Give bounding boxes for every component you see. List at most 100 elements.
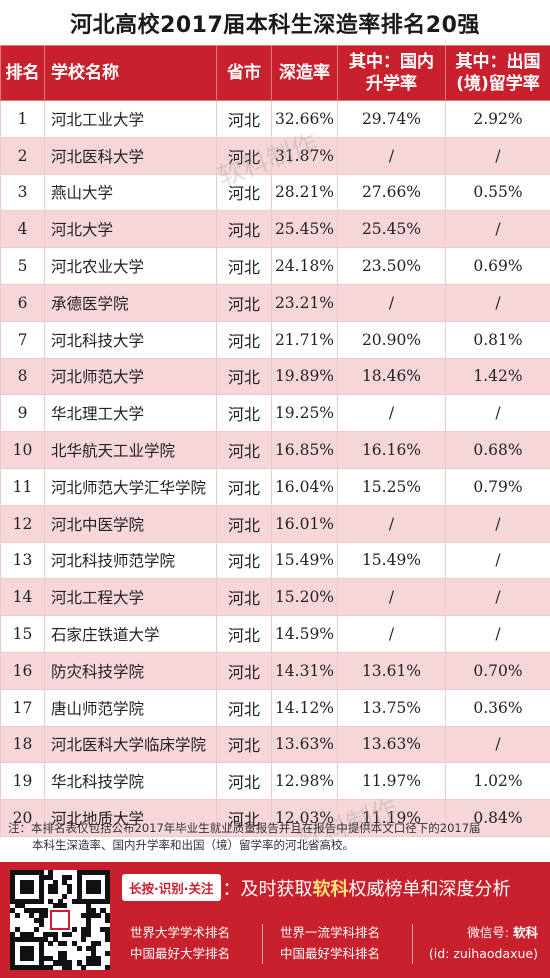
abroad-rate-cell: / xyxy=(446,616,550,653)
abroad-rate-cell: 0.69% xyxy=(446,248,550,285)
abroad-rate-cell: 1.42% xyxy=(446,358,550,395)
link-china-best-univ[interactable]: 中国最好大学排名 xyxy=(130,943,230,964)
wechat-label-row: 微信号: 软科 xyxy=(429,922,538,943)
school-name-cell: 华北科技学院 xyxy=(45,763,217,800)
abroad-rate-cell: 2.92% xyxy=(446,101,550,138)
qr-module xyxy=(10,894,15,899)
qr-module xyxy=(58,899,63,904)
qr-module xyxy=(10,875,15,880)
rank-cell: 10 xyxy=(1,432,45,469)
qr-module xyxy=(10,870,15,875)
abroad-rate-cell: / xyxy=(446,211,550,248)
qr-module xyxy=(34,899,39,904)
rank-cell: 11 xyxy=(1,468,45,505)
link-china-best-subject[interactable]: 中国最好学科排名 xyxy=(280,943,380,964)
qr-module xyxy=(91,880,96,885)
qr-module xyxy=(100,899,105,904)
domestic-rate-cell: 29.74% xyxy=(338,101,446,138)
province-cell: 河北 xyxy=(217,616,272,653)
qr-module xyxy=(24,889,29,894)
qr-module xyxy=(10,965,15,970)
qr-module xyxy=(10,956,15,961)
province-cell: 河北 xyxy=(217,321,272,358)
qr-module xyxy=(48,889,53,894)
qr-module xyxy=(43,956,48,961)
qr-code[interactable] xyxy=(10,870,110,970)
qr-module xyxy=(15,927,20,932)
rate-cell: 19.25% xyxy=(272,395,338,432)
rank-cell: 5 xyxy=(1,248,45,285)
links-col1: 世界大学学术排名 中国最好大学排名 xyxy=(130,922,230,964)
qr-module xyxy=(24,880,29,885)
footnote-line1: 注：本排名表仅包括公布2017年毕业生就业质量报告并且在报告中提供本文口径下的2… xyxy=(8,820,544,837)
domestic-rate-cell: 25.45% xyxy=(338,211,446,248)
qr-module xyxy=(39,889,44,894)
school-name-cell: 河北科技大学 xyxy=(45,321,217,358)
slogan-post: 权威榜单和深度分析 xyxy=(349,879,511,900)
qr-module xyxy=(58,960,63,965)
domestic-rate-cell: 15.25% xyxy=(338,468,446,505)
table-row: 8 河北师范大学 河北 19.89% 18.46% 1.42% xyxy=(1,358,550,395)
qr-module xyxy=(91,941,96,946)
domestic-rate-cell: / xyxy=(338,395,446,432)
qr-module xyxy=(81,899,86,904)
qr-module xyxy=(105,889,110,894)
qr-module xyxy=(10,908,15,913)
rank-cell: 6 xyxy=(1,284,45,321)
school-name-cell: 河北医科大学 xyxy=(45,137,217,174)
qr-module xyxy=(91,946,96,951)
table-row: 6 承德医学院 河北 23.21% / / xyxy=(1,284,550,321)
qr-module xyxy=(91,889,96,894)
school-name-cell: 河北工程大学 xyxy=(45,579,217,616)
qr-module xyxy=(20,956,25,961)
link-world-subject[interactable]: 世界一流学科排名 xyxy=(280,922,380,943)
qr-module xyxy=(62,932,67,937)
qr-module xyxy=(86,913,91,918)
qr-module xyxy=(105,884,110,889)
province-cell: 河北 xyxy=(217,726,272,763)
qr-module xyxy=(105,880,110,885)
qr-module xyxy=(20,903,25,908)
qr-module xyxy=(34,927,39,932)
qr-module xyxy=(10,941,15,946)
qr-module xyxy=(24,899,29,904)
abroad-rate-cell: / xyxy=(446,579,550,616)
qr-module xyxy=(29,951,34,956)
qr-module xyxy=(91,884,96,889)
qr-module xyxy=(105,927,110,932)
link-world-academic[interactable]: 世界大学学术排名 xyxy=(130,922,230,943)
qr-module xyxy=(77,899,82,904)
qr-module xyxy=(86,899,91,904)
qr-module xyxy=(34,965,39,970)
qr-module xyxy=(24,946,29,951)
table-row: 4 河北大学 河北 25.45% 25.45% / xyxy=(1,211,550,248)
header-province: 省市 xyxy=(217,46,272,101)
table-row: 7 河北科技大学 河北 21.71% 20.90% 0.81% xyxy=(1,321,550,358)
rank-cell: 7 xyxy=(1,321,45,358)
abroad-rate-cell: / xyxy=(446,542,550,579)
qr-module xyxy=(15,899,20,904)
qr-module xyxy=(20,889,25,894)
slogan: 长按·识别·关注 ：及时获取软科权威榜单和深度分析 xyxy=(122,874,511,901)
qr-module xyxy=(39,908,44,913)
qr-module xyxy=(91,899,96,904)
header-domestic-line2: 升学率 xyxy=(366,74,417,94)
wechat-info: 微信号: 软科 (id: zuihaodaxue) xyxy=(429,922,538,964)
slogan-text: ：及时获取软科权威榜单和深度分析 xyxy=(223,875,511,901)
qr-module xyxy=(81,913,86,918)
rate-cell: 12.98% xyxy=(272,763,338,800)
qr-module xyxy=(105,875,110,880)
school-name-cell: 河北医科大学临床学院 xyxy=(45,726,217,763)
divider xyxy=(262,924,263,964)
qr-module xyxy=(39,894,44,899)
qr-module xyxy=(39,960,44,965)
qr-module xyxy=(15,965,20,970)
table-header-row: 排名 学校名称 省市 深造率 其中：国内 升学率 其中：出国 (境)留学率 xyxy=(1,46,550,101)
qr-module xyxy=(43,965,48,970)
qr-module xyxy=(24,932,29,937)
rank-cell: 3 xyxy=(1,174,45,211)
qr-module xyxy=(96,889,101,894)
qr-module xyxy=(91,908,96,913)
abroad-rate-cell: 0.81% xyxy=(446,321,550,358)
abroad-rate-cell: / xyxy=(446,726,550,763)
